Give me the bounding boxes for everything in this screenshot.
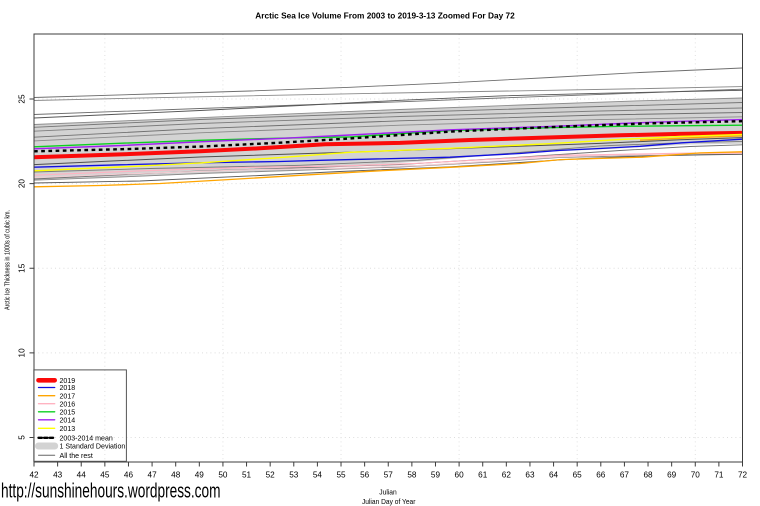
svg-text:48: 48	[171, 471, 181, 480]
svg-text:20: 20	[18, 179, 27, 189]
svg-text:2016: 2016	[60, 401, 76, 408]
svg-text:62: 62	[502, 471, 512, 480]
svg-text:56: 56	[360, 471, 370, 480]
svg-text:53: 53	[289, 471, 299, 480]
svg-text:46: 46	[124, 471, 134, 480]
svg-text:All the rest: All the rest	[60, 453, 93, 460]
svg-text:2018: 2018	[60, 385, 76, 392]
svg-text:59: 59	[431, 471, 441, 480]
svg-text:2003-2014 mean: 2003-2014 mean	[60, 435, 113, 442]
svg-text:2014: 2014	[60, 417, 76, 424]
svg-text:66: 66	[596, 471, 606, 480]
svg-text:http://sunshinehours.wordpress: http://sunshinehours.wordpress.com	[1, 481, 221, 503]
svg-text:42: 42	[29, 471, 39, 480]
svg-text:Julian: Julian	[379, 489, 397, 497]
svg-text:2017: 2017	[60, 393, 76, 400]
svg-text:69: 69	[667, 471, 677, 480]
svg-text:43: 43	[53, 471, 63, 480]
svg-text:67: 67	[620, 471, 630, 480]
svg-text:50: 50	[218, 471, 228, 480]
svg-text:57: 57	[384, 471, 394, 480]
svg-text:1 Standard Deviation: 1 Standard Deviation	[60, 444, 126, 451]
svg-text:71: 71	[714, 471, 724, 480]
svg-text:44: 44	[77, 471, 87, 480]
svg-text:Arctic Sea Ice Volume From 200: Arctic Sea Ice Volume From 2003 to 2019-…	[255, 11, 515, 21]
svg-text:Julian Day of Year: Julian Day of Year	[362, 498, 416, 506]
svg-text:45: 45	[100, 471, 110, 480]
svg-text:54: 54	[313, 471, 323, 480]
svg-text:65: 65	[573, 471, 583, 480]
svg-text:58: 58	[407, 471, 417, 480]
svg-text:5: 5	[18, 435, 27, 440]
svg-text:Arctic Ice Thickness in 1000s: Arctic Ice Thickness in 1000s of cubic k…	[2, 210, 11, 310]
svg-text:61: 61	[478, 471, 488, 480]
svg-text:51: 51	[242, 471, 252, 480]
svg-text:60: 60	[455, 471, 465, 480]
svg-text:63: 63	[525, 471, 535, 480]
svg-text:55: 55	[336, 471, 346, 480]
svg-text:52: 52	[266, 471, 276, 480]
svg-text:25: 25	[18, 94, 27, 104]
svg-text:72: 72	[738, 471, 748, 480]
svg-text:2019: 2019	[60, 378, 76, 385]
svg-text:15: 15	[18, 263, 27, 273]
svg-text:2015: 2015	[60, 409, 76, 416]
svg-text:2013: 2013	[60, 426, 76, 433]
svg-text:70: 70	[691, 471, 701, 480]
svg-text:47: 47	[148, 471, 158, 480]
svg-text:68: 68	[643, 471, 653, 480]
svg-text:10: 10	[18, 348, 27, 358]
svg-text:49: 49	[195, 471, 205, 480]
svg-text:64: 64	[549, 471, 559, 480]
